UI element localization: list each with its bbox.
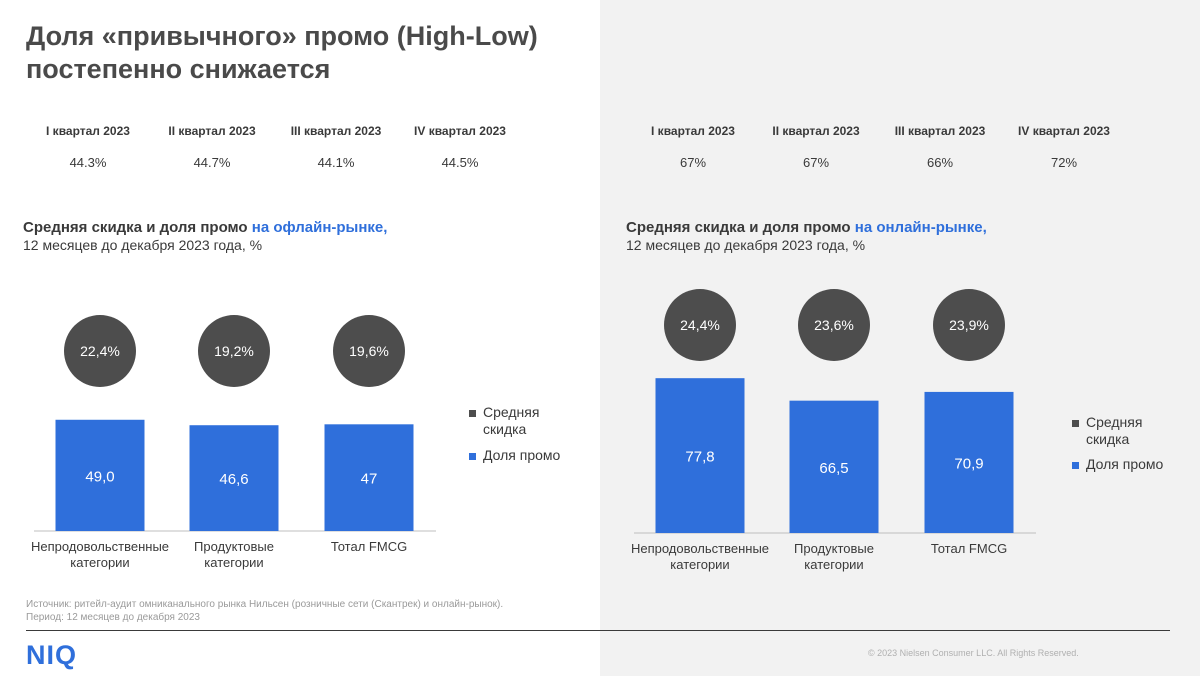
offline-q2-label: II квартал 2023	[168, 124, 256, 138]
offline-q3-label: III квартал 2023	[290, 124, 382, 138]
offline-q2-value: 44.7%	[193, 155, 231, 170]
online-q2-value: 67%	[802, 155, 830, 170]
source-text: Источник: ритейл-аудит омниканального ры…	[26, 599, 504, 610]
period-text: Период: 12 месяцев до декабря 2023	[26, 612, 200, 623]
discount-value-label: 19,2%	[214, 343, 254, 359]
online-chart-subtitle: 12 месяцев до декабря 2023 года, %	[626, 237, 866, 253]
online-chart-title-prefix: Средняя скидка и доля промо	[626, 219, 855, 236]
copyright-text: © 2023 Nielsen Consumer LLC. All Rights …	[868, 648, 1079, 658]
promo-bar	[55, 419, 145, 531]
online-chart-title: Средняя скидка и доля промо на онлайн-ры…	[626, 219, 987, 236]
online-q3-value: 66%	[926, 155, 954, 170]
category-label: Тотал FMCG	[931, 541, 1007, 556]
discount-circle	[664, 289, 736, 361]
discount-circle	[333, 315, 405, 387]
offline-chart-title-highlight: на офлайн-рынке,	[251, 219, 388, 236]
offline-q1-value: 44.3%	[69, 155, 107, 170]
discount-value-label: 23,9%	[949, 317, 989, 333]
promo-bar-value-label: 66,5	[819, 460, 848, 477]
discount-circle	[198, 315, 270, 387]
online-q1-label: I квартал 2023	[651, 124, 735, 138]
offline-q3-value: 44.1%	[317, 155, 355, 170]
discount-legend-swatch	[1072, 420, 1079, 427]
category-label: Продуктовые	[194, 539, 274, 554]
discount-legend-swatch	[469, 410, 476, 417]
promo-bar-value-label: 47	[361, 471, 378, 488]
category-label: Продуктовые	[794, 541, 874, 556]
online-legend-promo-label: Доля промо	[1086, 456, 1164, 472]
category-label: категории	[70, 555, 129, 570]
category-label: категории	[804, 557, 863, 572]
promo-bar-value-label: 46,6	[219, 471, 248, 488]
category-label: категории	[204, 555, 263, 570]
offline-chart: 49,022,4%Непродовольственныекатегории46,…	[31, 315, 436, 570]
niq-logo: NIQ	[26, 640, 78, 670]
discount-value-label: 22,4%	[80, 343, 120, 359]
online-chart-title-highlight: на онлайн-рынке,	[854, 219, 987, 236]
category-label: Непродовольственные	[31, 539, 169, 554]
online-q4-label: IV квартал 2023	[1018, 124, 1110, 138]
promo-legend-swatch	[1072, 462, 1079, 469]
promo-bar-value-label: 70,9	[954, 455, 983, 472]
promo-bar-value-label: 49,0	[85, 468, 114, 485]
offline-legend-discount-label: Средняя скидка	[483, 404, 540, 437]
discount-circle	[798, 289, 870, 361]
footer-divider	[26, 630, 1170, 631]
category-label: Непродовольственные	[631, 541, 769, 556]
discount-value-label: 24,4%	[680, 317, 720, 333]
offline-chart-title: Средняя скидка и доля промо на офлайн-ры…	[23, 219, 387, 236]
category-label: категории	[670, 557, 729, 572]
source-note: Источник: ритейл-аудит омниканального ры…	[26, 598, 503, 624]
online-legend-discount-label: Средняя скидка	[1086, 414, 1143, 447]
promo-bar	[655, 378, 745, 533]
promo-bar	[324, 424, 414, 531]
discount-value-label: 19,6%	[349, 343, 389, 359]
online-q2-label: II квартал 2023	[772, 124, 860, 138]
online-q4-value: 72%	[1050, 155, 1078, 170]
discount-circle	[64, 315, 136, 387]
discount-value-label: 23,6%	[814, 317, 854, 333]
offline-q4-value: 44.5%	[441, 155, 479, 170]
online-q1-value: 67%	[679, 155, 707, 170]
category-label: Тотал FMCG	[331, 539, 407, 554]
promo-legend-swatch	[469, 453, 476, 460]
offline-chart-title-prefix: Средняя скидка и доля промо	[23, 219, 252, 236]
offline-q4-label: IV квартал 2023	[414, 124, 506, 138]
promo-bar	[924, 391, 1014, 533]
promo-bar-value-label: 77,8	[685, 449, 714, 466]
offline-q1-label: I квартал 2023	[46, 124, 130, 138]
online-chart: 77,824,4%Непродовольственныекатегории66,…	[631, 289, 1036, 572]
offline-legend-promo-label: Доля промо	[483, 447, 561, 463]
offline-chart-subtitle: 12 месяцев до декабря 2023 года, %	[23, 237, 263, 253]
promo-bar	[189, 425, 279, 531]
online-q3-label: III квартал 2023	[894, 124, 986, 138]
promo-bar	[789, 400, 879, 533]
page-title: Доля «привычного» промо (High-Low) посте…	[26, 21, 538, 84]
discount-circle	[933, 289, 1005, 361]
